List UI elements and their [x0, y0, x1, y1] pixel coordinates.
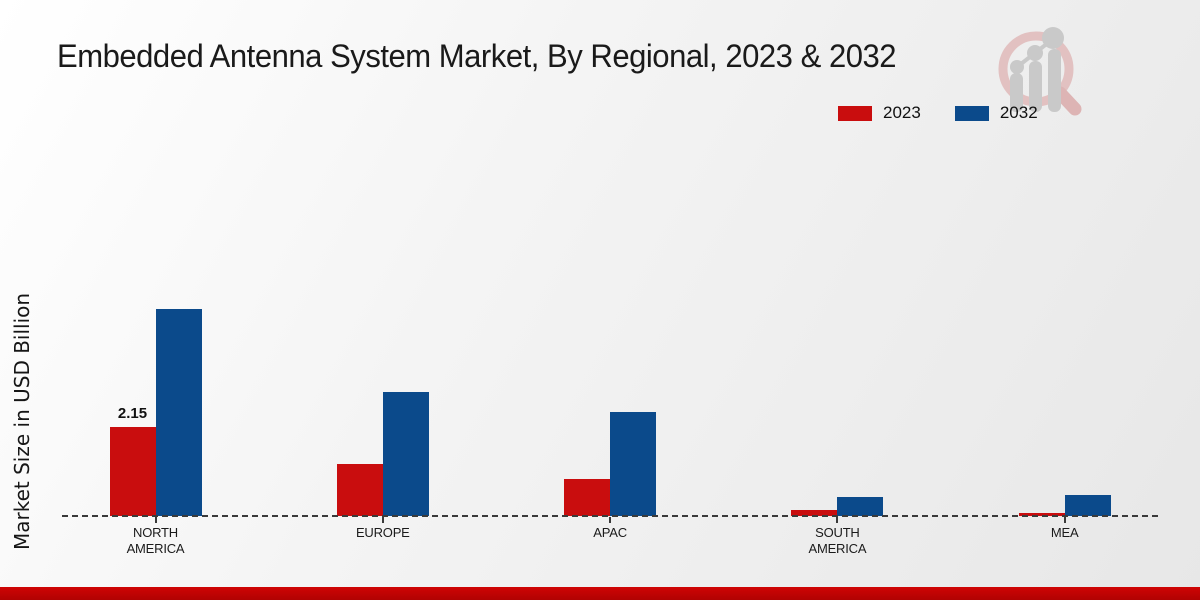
bar-2023-mea: [1018, 513, 1065, 516]
logo-svg: [998, 27, 1082, 116]
legend-item-2032: 2032: [954, 103, 1038, 123]
x-axis-tick: [154, 517, 157, 523]
x-axis-tick: [1063, 517, 1066, 523]
x-axis-tick: [609, 517, 612, 523]
x-axis-tick: [381, 517, 384, 523]
bar-value-label: 2.15: [117, 404, 148, 422]
legend-label: 2023: [883, 103, 921, 122]
bar-2023-apac: [564, 479, 611, 516]
bar-2023-north-america: [109, 427, 156, 516]
category-label-apac: APAC: [593, 525, 627, 540]
bar-2032-north-america: [155, 309, 202, 516]
bar-2032-apac: [610, 412, 657, 516]
legend-item-2023: 2023: [838, 103, 921, 123]
category-label-europe: EUROPE: [355, 525, 410, 540]
bar-2023-europe: [336, 464, 383, 516]
x-axis-baseline: [62, 515, 1158, 517]
x-axis-tick: [836, 517, 839, 523]
category-label-north-america: NORTH AMERICA: [126, 525, 185, 557]
magnifier-bar-chart-logo-icon: [993, 25, 1085, 117]
legend: 2023 2032: [838, 103, 1048, 123]
bar-2032-south-america: [837, 497, 884, 516]
legend-swatch-2023: [838, 105, 872, 121]
bar-2023-south-america: [791, 510, 838, 516]
chart-title: Embedded Antenna System Market, By Regio…: [57, 38, 897, 74]
legend-swatch-2032: [954, 105, 989, 121]
category-label-mea: MEA: [1050, 525, 1079, 540]
bar-2032-mea: [1064, 495, 1111, 516]
bar-2032-europe: [382, 392, 429, 516]
legend-label: 2032: [999, 103, 1038, 122]
category-label-south-america: SOUTH AMERICA: [808, 525, 867, 557]
footer-accent-bar: [0, 587, 1200, 600]
